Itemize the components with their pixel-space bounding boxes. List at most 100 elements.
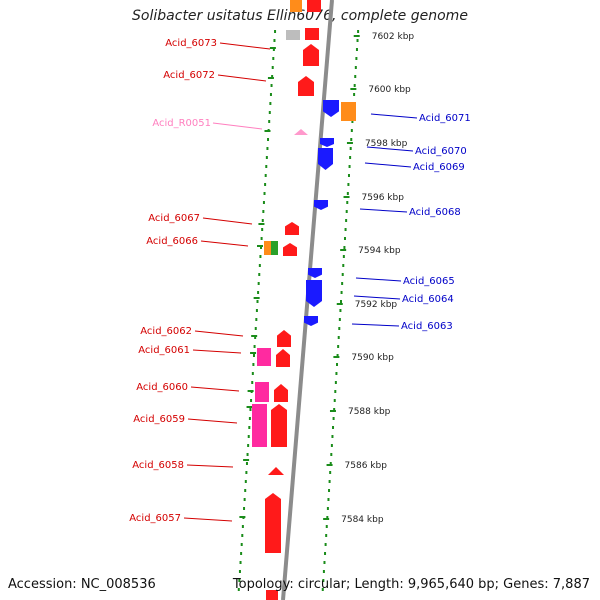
ruler-dot [239, 561, 242, 564]
scale-tick [258, 223, 265, 225]
ruler-dot [263, 192, 266, 195]
gene-label-acid_6063: Acid_6063 [401, 321, 453, 332]
ruler-dot [340, 300, 342, 303]
ruler-dot [264, 174, 267, 177]
gene-label-acid_6066: Acid_6066 [146, 236, 198, 247]
gene-feature [265, 493, 281, 553]
scale-label: 7586 kbp [345, 461, 388, 471]
ruler-dot [241, 525, 244, 528]
gene-label-acid_6064: Acid_6064 [402, 294, 454, 305]
gene-label-acid_6057: Acid_6057 [129, 513, 181, 524]
ruler-dot [334, 381, 337, 384]
ruler-dot [332, 417, 335, 420]
ruler-dot [254, 336, 257, 339]
scale-tick [326, 464, 333, 466]
gene-feature [283, 243, 297, 256]
scale-tick [329, 410, 336, 412]
gene-leader-line [364, 162, 412, 168]
gene-leader-line [370, 113, 418, 119]
gene-leader-line [190, 386, 240, 392]
gene-feature [308, 268, 322, 278]
scale-label: 7598 kbp [365, 139, 408, 149]
ruler-dot [343, 246, 346, 249]
ruler-dot [265, 156, 268, 159]
gene-label-acid_6058: Acid_6058 [132, 460, 184, 471]
ruler-dot [272, 57, 275, 60]
ruler-dot [244, 480, 247, 483]
ruler-dot [339, 309, 342, 312]
ruler-dot [266, 147, 269, 150]
ruler-dot [327, 498, 330, 501]
ruler-dot [341, 282, 344, 285]
ruler-dot [325, 534, 328, 537]
ruler-dot [347, 183, 350, 186]
gene-feature [255, 382, 269, 402]
accession-label: Accession: NC_008536 [8, 577, 156, 592]
ruler-dot [321, 588, 324, 591]
ruler-dot [255, 309, 258, 312]
scale-tick [253, 297, 260, 299]
ruler-dot [237, 588, 240, 591]
ruler-dot [257, 282, 260, 285]
ruler-dot [355, 48, 358, 51]
ruler-dot [345, 210, 348, 213]
ruler-dot [337, 336, 340, 339]
gene-leader-line [186, 464, 234, 468]
ruler-dot [267, 138, 270, 141]
genome-summary: Topology: circular; Length: 9,965,640 bp… [232, 577, 590, 592]
scale-tick [267, 77, 274, 79]
gene-feature [257, 348, 271, 366]
scale-tick [246, 406, 253, 408]
ruler-dot [328, 489, 331, 492]
ruler-dot [251, 381, 254, 384]
ruler-dot [257, 291, 260, 294]
gene-leader-line [212, 122, 263, 130]
ruler-dot [331, 435, 334, 438]
gene-feature [323, 100, 339, 117]
gene-leader-line [351, 323, 400, 327]
ruler-dot [243, 498, 246, 501]
scale-tick [323, 518, 330, 520]
gene-feature [266, 590, 278, 600]
gene-feature [274, 384, 288, 402]
ruler-dot [355, 57, 358, 60]
ruler-dot [274, 30, 277, 33]
ruler-dot [271, 75, 274, 78]
gene-leader-line [217, 74, 267, 82]
ruler-dot [343, 237, 346, 240]
ruler-dot [350, 129, 353, 132]
gene-feature [290, 0, 302, 12]
ruler-dot [326, 507, 329, 510]
scale-tick [340, 249, 347, 251]
ruler-dot [238, 570, 241, 573]
ruler-dot [333, 399, 336, 402]
ruler-dot [259, 255, 262, 258]
ruler-dot [273, 39, 276, 42]
gene-label-acid_6071: Acid_6071 [419, 113, 471, 124]
ruler-dot [271, 66, 274, 69]
ruler-dot [244, 489, 247, 492]
gene-feature [264, 241, 271, 255]
gene-label-acid_6062: Acid_6062 [140, 326, 192, 337]
ruler-dot [342, 255, 345, 258]
ruler-dot [336, 354, 339, 357]
ruler-dot [325, 525, 328, 528]
scale-tick [264, 130, 271, 132]
gene-feature [303, 44, 319, 66]
ruler-dot [322, 579, 325, 582]
gene-leader-line [353, 295, 401, 300]
gene-label-acid_6068: Acid_6068 [409, 207, 461, 218]
gene-leader-line [366, 146, 414, 152]
ruler-dot [335, 372, 338, 375]
ruler-dot [269, 102, 272, 105]
ruler-dot [351, 120, 354, 123]
scale-label: 7596 kbp [362, 193, 405, 203]
ruler-dot [252, 363, 255, 366]
ruler-dot [268, 111, 271, 114]
gene-feature [318, 148, 333, 170]
ruler-dot [238, 579, 241, 582]
gene-feature [285, 222, 299, 235]
ruler-dot [329, 462, 332, 465]
